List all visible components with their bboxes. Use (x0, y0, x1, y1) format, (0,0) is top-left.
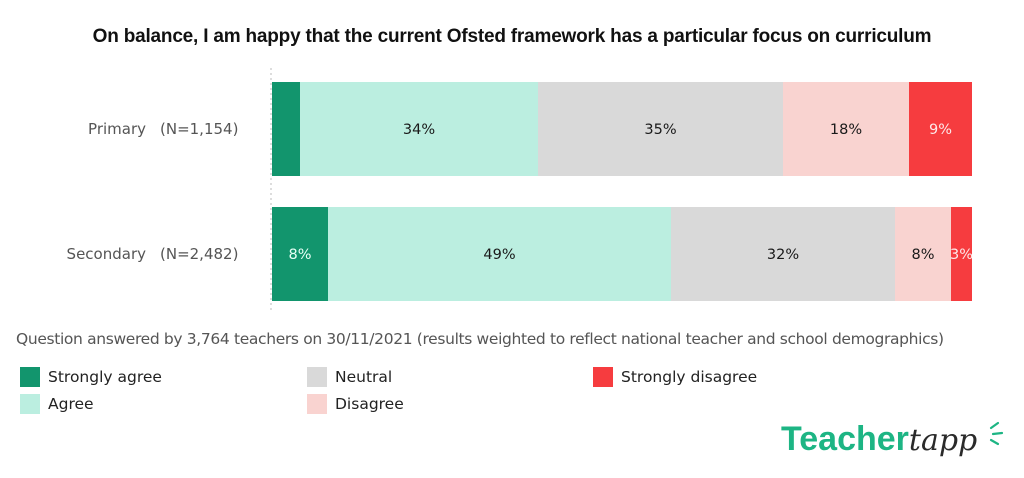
bar-segment-strongly-agree-secondary (272, 207, 328, 301)
data-label: 35% (644, 122, 676, 138)
legend-label: Disagree (335, 395, 404, 413)
data-label: 18% (830, 122, 862, 138)
legend-swatch (20, 367, 40, 387)
logo-text-teacher: Teacher (781, 420, 909, 458)
legend-label: Agree (48, 395, 94, 413)
bar-segment-agree-secondary (328, 207, 671, 301)
bar-segment-agree-primary (300, 82, 538, 176)
legend-item-agree: Agree (20, 394, 94, 414)
stacked-bar-chart: 34% 35% 18% 9% 8% 49% 32% 8% 3% Primary (N=1,154)… (67, 68, 973, 312)
legend-item-disagree: Disagree (307, 394, 404, 414)
bars-group: 34% 35% 18% 9% 8% 49% 32% 8% 3% (272, 82, 973, 301)
bar-segment-neutral-secondary (671, 207, 895, 301)
data-label: 34% (403, 122, 435, 138)
chart-title: On balance, I am happy that the current … (92, 26, 932, 47)
category-label: Secondary (67, 245, 147, 263)
category-count-label: (N=1,154) (160, 120, 238, 138)
legend-item-strongly-disagree: Strongly disagree (593, 367, 757, 387)
bar-segment-strongly-agree-primary (272, 82, 300, 176)
data-label: 49% (483, 247, 515, 263)
bar-segment-strongly-disagree-primary (909, 82, 972, 176)
legend-item-neutral: Neutral (307, 367, 392, 387)
legend-label: Strongly agree (48, 368, 162, 386)
teachertapp-logo: Teachertapp (781, 420, 1006, 459)
data-label: 3% (950, 247, 973, 263)
data-label: 8% (911, 247, 934, 263)
category-labels: Primary (N=1,154) Secondary (N=2,482) (67, 120, 239, 263)
bar-segment-neutral-primary (538, 82, 783, 176)
legend-item-strongly-agree: Strongly agree (20, 367, 162, 387)
data-label: 32% (767, 247, 799, 263)
legend-label: Neutral (335, 368, 393, 386)
legend-swatch (307, 394, 327, 414)
footnote: Question answered by 3,764 teachers on 3… (16, 330, 944, 348)
data-label: 8% (288, 247, 311, 263)
category-label: Primary (88, 120, 146, 138)
legend-swatch (307, 367, 327, 387)
legend-label: Strongly disagree (621, 368, 758, 386)
bar-segment-strongly-disagree-secondary (951, 207, 972, 301)
logo-sparkle-icon (989, 421, 1003, 446)
category-count-label: (N=2,482) (160, 245, 238, 263)
bar-segment-disagree-secondary (895, 207, 951, 301)
legend-swatch (593, 367, 613, 387)
data-label: 9% (929, 122, 952, 138)
bar-segment-disagree-primary (783, 82, 909, 176)
logo-text-tapp: tapp (908, 423, 978, 458)
legend-swatch (20, 394, 40, 414)
